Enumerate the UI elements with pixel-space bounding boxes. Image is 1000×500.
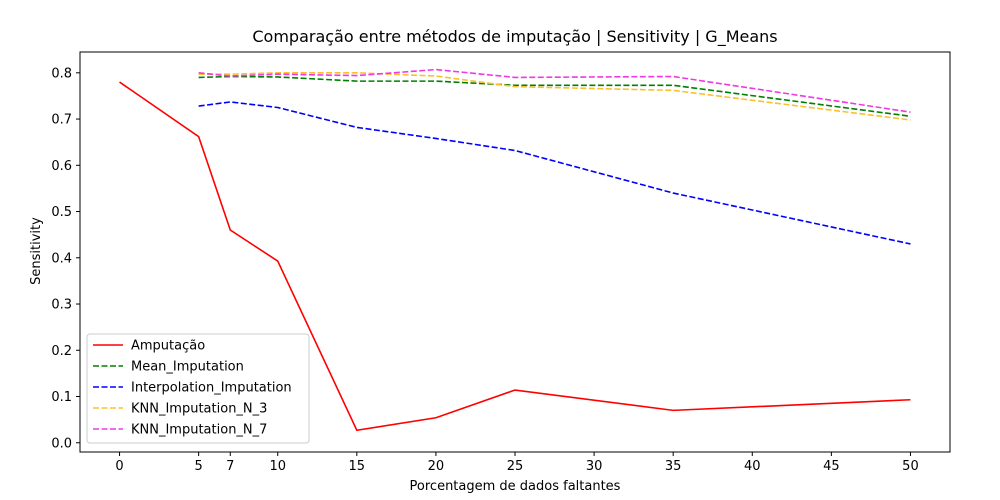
y-tick-label: 0.4 [51,251,72,266]
x-tick-label: 30 [586,459,603,474]
series-line-1 [198,75,911,118]
y-tick-label: 0.3 [51,298,72,313]
y-tick-label: 0.0 [51,436,72,451]
legend-label-2: Interpolation_Imputation [131,381,292,396]
plot-area: 0 5 7 10 15 20 25 30 35 40 45 50 0.0 0.1 0.2 0.3 0.4 0.5 0… [51,51,951,474]
series-line-4 [198,68,911,113]
x-tick-label: 40 [744,459,761,474]
legend-label-0: Amputação [131,339,205,354]
legend: Amputação Mean_Imputation Interpolation_Im… [86,333,310,444]
x-tick-label: 25 [507,459,524,474]
chart-title: Comparação entre métodos de imputação | … [252,27,777,47]
legend-label-3: KNN_Imputation_N_3 [131,402,267,417]
legend-label-4: KNN_Imputation_N_7 [131,423,267,438]
y-axis-label: Sensitivity [29,217,44,285]
x-tick-label: 15 [349,459,366,474]
legend-label-1: Mean_Imputation [131,360,244,375]
x-tick-label: 50 [902,459,919,474]
y-tick-label: 0.5 [51,205,72,220]
series-line-2 [198,101,911,245]
x-tick-label: 45 [823,459,840,474]
y-tick-label: 0.2 [51,344,72,359]
x-tick-label: 7 [226,459,234,474]
series-line-3 [198,72,911,121]
y-tick-label: 0.7 [51,113,72,128]
y-tick-label: 0.6 [51,159,72,174]
x-tick-label: 35 [665,459,682,474]
series-line-0 [119,81,911,432]
x-tick-label: 0 [115,459,123,474]
y-tick-label: 0.1 [51,390,72,405]
y-tick-label: 0.8 [51,66,72,81]
legend-box [86,333,310,444]
x-tick-label: 20 [428,459,445,474]
x-tick-label: 5 [194,459,202,474]
x-axis-label: Porcentagem de dados faltantes [410,479,621,494]
x-tick-label: 10 [269,459,286,474]
